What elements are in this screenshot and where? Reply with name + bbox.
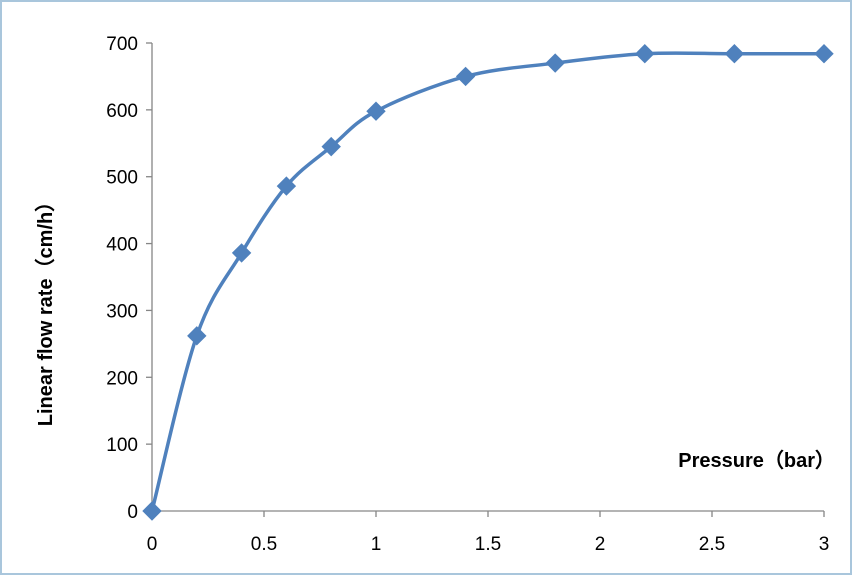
y-tick-label: 300	[106, 301, 138, 322]
y-tick-label: 0	[127, 502, 138, 523]
data-point	[455, 66, 476, 87]
y-tick-label: 700	[106, 34, 138, 55]
data-point	[142, 501, 162, 521]
data-point	[366, 101, 386, 121]
x-ticks: 0 0.5 1 1.5 2 2.5 3	[147, 511, 830, 555]
x-tick-label: 0	[147, 534, 158, 555]
y-tick-label: 400	[106, 235, 138, 256]
data-point	[187, 326, 207, 346]
data-point	[321, 136, 341, 157]
y-ticks: 0 100 200 300 400 500 600 700	[106, 34, 152, 523]
data-point	[635, 43, 655, 64]
series-markers	[142, 43, 834, 521]
x-axis-title: Pressure（bar）	[678, 449, 835, 472]
data-point	[814, 43, 834, 64]
y-axis-title: Linear flow rate（cm/h）	[34, 192, 57, 427]
data-point	[545, 53, 565, 73]
y-tick-label: 200	[106, 368, 138, 389]
x-tick-label: 0.5	[251, 534, 277, 555]
y-tick-label: 100	[106, 435, 138, 456]
x-tick-label: 1	[371, 534, 382, 555]
x-tick-label: 3	[819, 534, 830, 555]
x-tick-label: 1.5	[475, 534, 501, 555]
data-point	[724, 43, 745, 64]
data-point	[231, 243, 252, 263]
y-tick-label: 600	[106, 101, 138, 122]
axes	[151, 43, 824, 512]
x-tick-label: 2.5	[699, 534, 725, 555]
x-tick-label: 2	[595, 534, 606, 555]
data-point	[276, 176, 297, 196]
y-tick-label: 500	[106, 168, 138, 189]
series-line	[150, 51, 824, 512]
